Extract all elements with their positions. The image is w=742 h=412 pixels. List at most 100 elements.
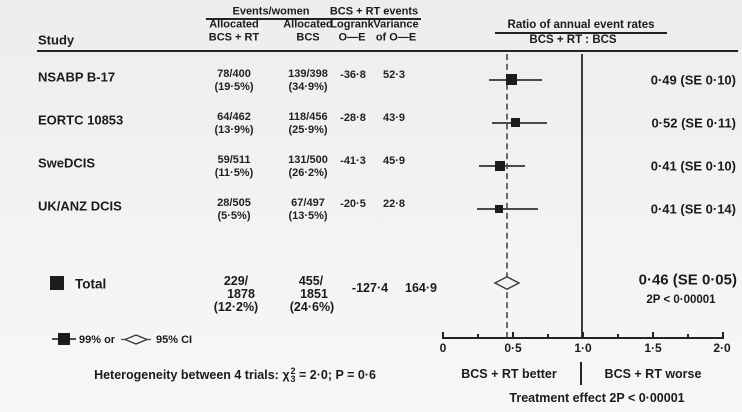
logrank-oe-cell: -28·8 (340, 112, 366, 124)
total-variance: 164·9 (405, 281, 437, 295)
ratio-se-cell: 0·41 (SE 0·10) (650, 158, 736, 174)
axis-minor-tick (617, 334, 619, 337)
point-estimate-square (495, 161, 505, 171)
axis-tick (442, 332, 444, 337)
bcs-events-cell: 131/500 (288, 154, 328, 166)
column-header-ratio-sub: BCS + RT : BCS (529, 34, 617, 46)
column-header-o-e: O—E (338, 31, 366, 44)
axis-tick-label: 0 (439, 341, 447, 355)
axis-tick (512, 332, 514, 337)
column-group-bcsrt-events: BCS + RT events (329, 5, 419, 18)
better-worse-divider (580, 362, 582, 385)
ratio-se-cell: 0·49 (SE 0·10) (650, 72, 736, 88)
point-estimate-square (495, 205, 503, 213)
variance-cell: 43·9 (382, 112, 406, 124)
logrank-oe-cell: -20·5 (340, 198, 366, 210)
bcsrt-pct-cell: (5·5%) (217, 210, 251, 222)
overall-effect-dashed-line (506, 54, 508, 338)
heterogeneity-text: Heterogeneity between 4 trials: (94, 368, 283, 382)
variance-cell: 45·9 (382, 155, 406, 167)
axis-tick (582, 332, 584, 337)
events-women-underline (206, 18, 336, 20)
legend-square-label: 99% or (79, 334, 116, 346)
total-bcsrt-pct: (12·2%) (213, 300, 259, 314)
chi-superscript: 2 (290, 366, 296, 376)
chi-subscript: 3 (290, 374, 296, 384)
column-group-events-women: Events/women (232, 5, 310, 18)
bcs-pct-cell: (25·9%) (288, 124, 328, 136)
header-rule (37, 50, 738, 52)
axis-tick-label: 1·5 (644, 341, 662, 355)
column-header-of-o-e: of O—E (375, 31, 417, 44)
bcs-pct-cell: (34·9%) (288, 81, 328, 93)
total-bcsrt-events-1: 229/ (223, 274, 249, 288)
ci-line (477, 208, 538, 210)
total-label: Total (75, 276, 107, 292)
bcsrt-pct-cell: (13·9%) (214, 124, 254, 136)
study-name: UK/ANZ DCIS (38, 198, 122, 214)
total-bcs-events-2: 1851 (300, 287, 328, 301)
axis-tick-label: 2·0 (713, 341, 731, 355)
column-header-allocated-bcsrt-1: Allocated (209, 18, 259, 31)
legend-diamond-label: 95% CI (156, 334, 193, 346)
point-estimate-square (511, 118, 520, 127)
total-logrank-oe: -127·4 (351, 281, 389, 295)
column-group-ratio: Ratio of annual event rates (507, 19, 655, 31)
column-header-study: Study (38, 32, 75, 48)
bcs-events-cell: 139/398 (288, 68, 328, 80)
bcsrt-events-cell: 64/462 (217, 111, 251, 123)
bcsrt-events-cell: 59/511 (217, 154, 251, 166)
ratio-se-cell: 0·52 (SE 0·11) (651, 115, 736, 131)
unity-reference-line (581, 54, 583, 338)
bcs-pct-cell: (26·2%) (288, 167, 328, 179)
column-header-logrank: Logrank (330, 18, 374, 31)
logrank-oe-cell: -36·8 (340, 69, 366, 81)
bcsrt-events-underline (327, 18, 421, 20)
bcsrt-pct-cell: (19·5%) (214, 81, 254, 93)
column-header-allocated-bcs-2: BCS (296, 31, 320, 44)
better-label: BCS + RT better (461, 367, 557, 381)
heterogeneity-result: = 2·0; P = 0·6 (295, 368, 376, 382)
legend-square-icon (58, 333, 70, 345)
variance-cell: 22·8 (382, 198, 406, 210)
logrank-oe-cell: -41·3 (340, 155, 366, 167)
worse-label: BCS + RT worse (604, 367, 702, 381)
bcsrt-events-cell: 78/400 (217, 68, 251, 80)
study-name: EORTC 10853 (38, 112, 124, 128)
total-bcs-pct: (24·6%) (289, 300, 335, 314)
column-header-variance: Variance (373, 18, 419, 31)
axis-tick-label: 1·0 (574, 341, 592, 355)
bcs-events-cell: 118/456 (288, 111, 328, 123)
legend-diamond-icon (121, 334, 151, 345)
bcs-pct-cell: (13·5%) (288, 210, 328, 222)
bcsrt-pct-cell: (11·5%) (214, 167, 254, 179)
axis-minor-tick (687, 334, 689, 337)
axis-tick-label: 0·5 (504, 341, 522, 355)
total-ratio-se: 0·46 (SE 0·05) (638, 271, 737, 289)
study-name: SweDCIS (38, 155, 96, 171)
treatment-effect-note: Treatment effect 2P < 0·00001 (509, 391, 685, 405)
chi-symbol: χ (282, 368, 290, 382)
column-header-allocated-bcs-1: Allocated (283, 18, 333, 31)
study-name: NSABP B-17 (38, 69, 116, 85)
axis-line (442, 337, 724, 339)
point-estimate-square (506, 74, 517, 85)
total-square-icon (50, 276, 64, 290)
total-diamond-icon (493, 276, 521, 290)
axis-tick (652, 332, 654, 337)
bcs-events-cell: 67/497 (291, 197, 325, 209)
ratio-underline (495, 32, 667, 34)
ratio-se-cell: 0·41 (SE 0·14) (650, 201, 736, 217)
axis-minor-tick (547, 334, 549, 337)
axis-tick (722, 332, 724, 337)
total-bcsrt-events-2: 1878 (227, 287, 255, 301)
axis-minor-tick (477, 334, 479, 337)
variance-cell: 52·3 (382, 69, 406, 81)
total-p-value: 2P < 0·00001 (646, 294, 716, 306)
column-header-allocated-bcsrt-2: BCS + RT (208, 31, 260, 44)
total-bcs-events-1: 455/ (298, 274, 324, 288)
bcsrt-events-cell: 28/505 (217, 197, 251, 209)
